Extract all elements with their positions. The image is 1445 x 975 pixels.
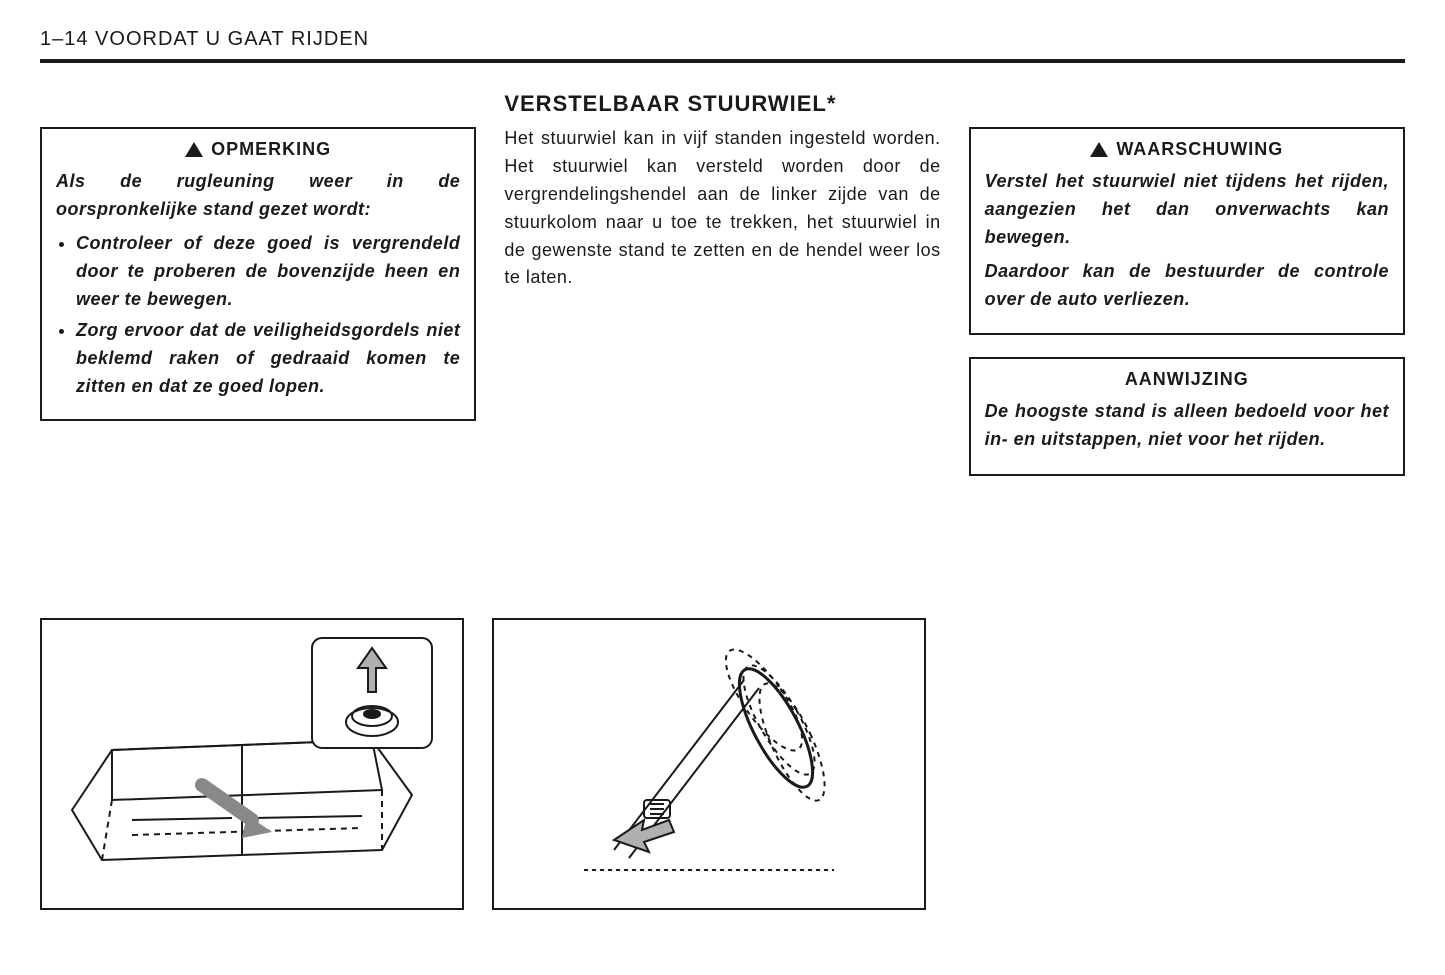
- waarschuwing-callout: WAARSCHUWING Verstel het stuurwiel niet …: [969, 127, 1405, 335]
- waarschuwing-title: WAARSCHUWING: [1116, 139, 1283, 160]
- manual-page: 1–14 VOORDAT U GAAT RIJDEN OPMERKING Als…: [0, 0, 1445, 930]
- opmerking-body: Als de rugleuning weer in de oorspronkel…: [56, 168, 460, 401]
- seat-diagram-svg: [42, 620, 462, 908]
- waarschuwing-title-row: WAARSCHUWING: [985, 139, 1389, 160]
- aanwijzing-title-row: AANWIJZING: [985, 369, 1389, 390]
- figure-seat: [40, 618, 464, 910]
- figure-steering: [492, 618, 926, 910]
- opmerking-title: OPMERKING: [211, 139, 331, 160]
- column-right: WAARSCHUWING Verstel het stuurwiel niet …: [969, 91, 1405, 498]
- opmerking-bullet: Controleer of deze goed is vergrendeld d…: [76, 230, 460, 314]
- waarschuwing-p1: Verstel het stuurwiel niet tijdens het r…: [985, 168, 1389, 252]
- column-left: OPMERKING Als de rugleuning weer in de o…: [40, 91, 476, 498]
- section-title: VERSTELBAAR STUURWIEL*: [504, 91, 940, 117]
- opmerking-bullet: Zorg ervoor dat de veiligheidsgordels ni…: [76, 317, 460, 401]
- page-header: 1–14 VOORDAT U GAAT RIJDEN: [40, 28, 1405, 63]
- steering-diagram-svg: [494, 620, 924, 908]
- aanwijzing-title: AANWIJZING: [1125, 369, 1249, 390]
- attention-icon: [185, 142, 203, 157]
- content-columns: OPMERKING Als de rugleuning weer in de o…: [40, 91, 1405, 498]
- column-middle: VERSTELBAAR STUURWIEL* Het stuurwiel kan…: [504, 91, 940, 498]
- attention-icon: [1090, 142, 1108, 157]
- opmerking-callout: OPMERKING Als de rugleuning weer in de o…: [40, 127, 476, 421]
- aanwijzing-body: De hoogste stand is alleen bedoeld voor …: [985, 398, 1389, 454]
- waarschuwing-body: Verstel het stuurwiel niet tijdens het r…: [985, 168, 1389, 313]
- opmerking-intro: Als de rugleuning weer in de oorspronkel…: [56, 168, 460, 224]
- opmerking-bullets: Controleer of deze goed is vergrendeld d…: [56, 230, 460, 401]
- section-body: Het stuurwiel kan in vijf standen ingest…: [504, 125, 940, 292]
- opmerking-title-row: OPMERKING: [56, 139, 460, 160]
- aanwijzing-callout: AANWIJZING De hoogste stand is alleen be…: [969, 357, 1405, 476]
- page-header-text: 1–14 VOORDAT U GAAT RIJDEN: [40, 28, 369, 50]
- waarschuwing-p2: Daardoor kan de bestuurder de controle o…: [985, 258, 1389, 314]
- figures-row: [40, 618, 1405, 910]
- aanwijzing-text: De hoogste stand is alleen bedoeld voor …: [985, 398, 1389, 454]
